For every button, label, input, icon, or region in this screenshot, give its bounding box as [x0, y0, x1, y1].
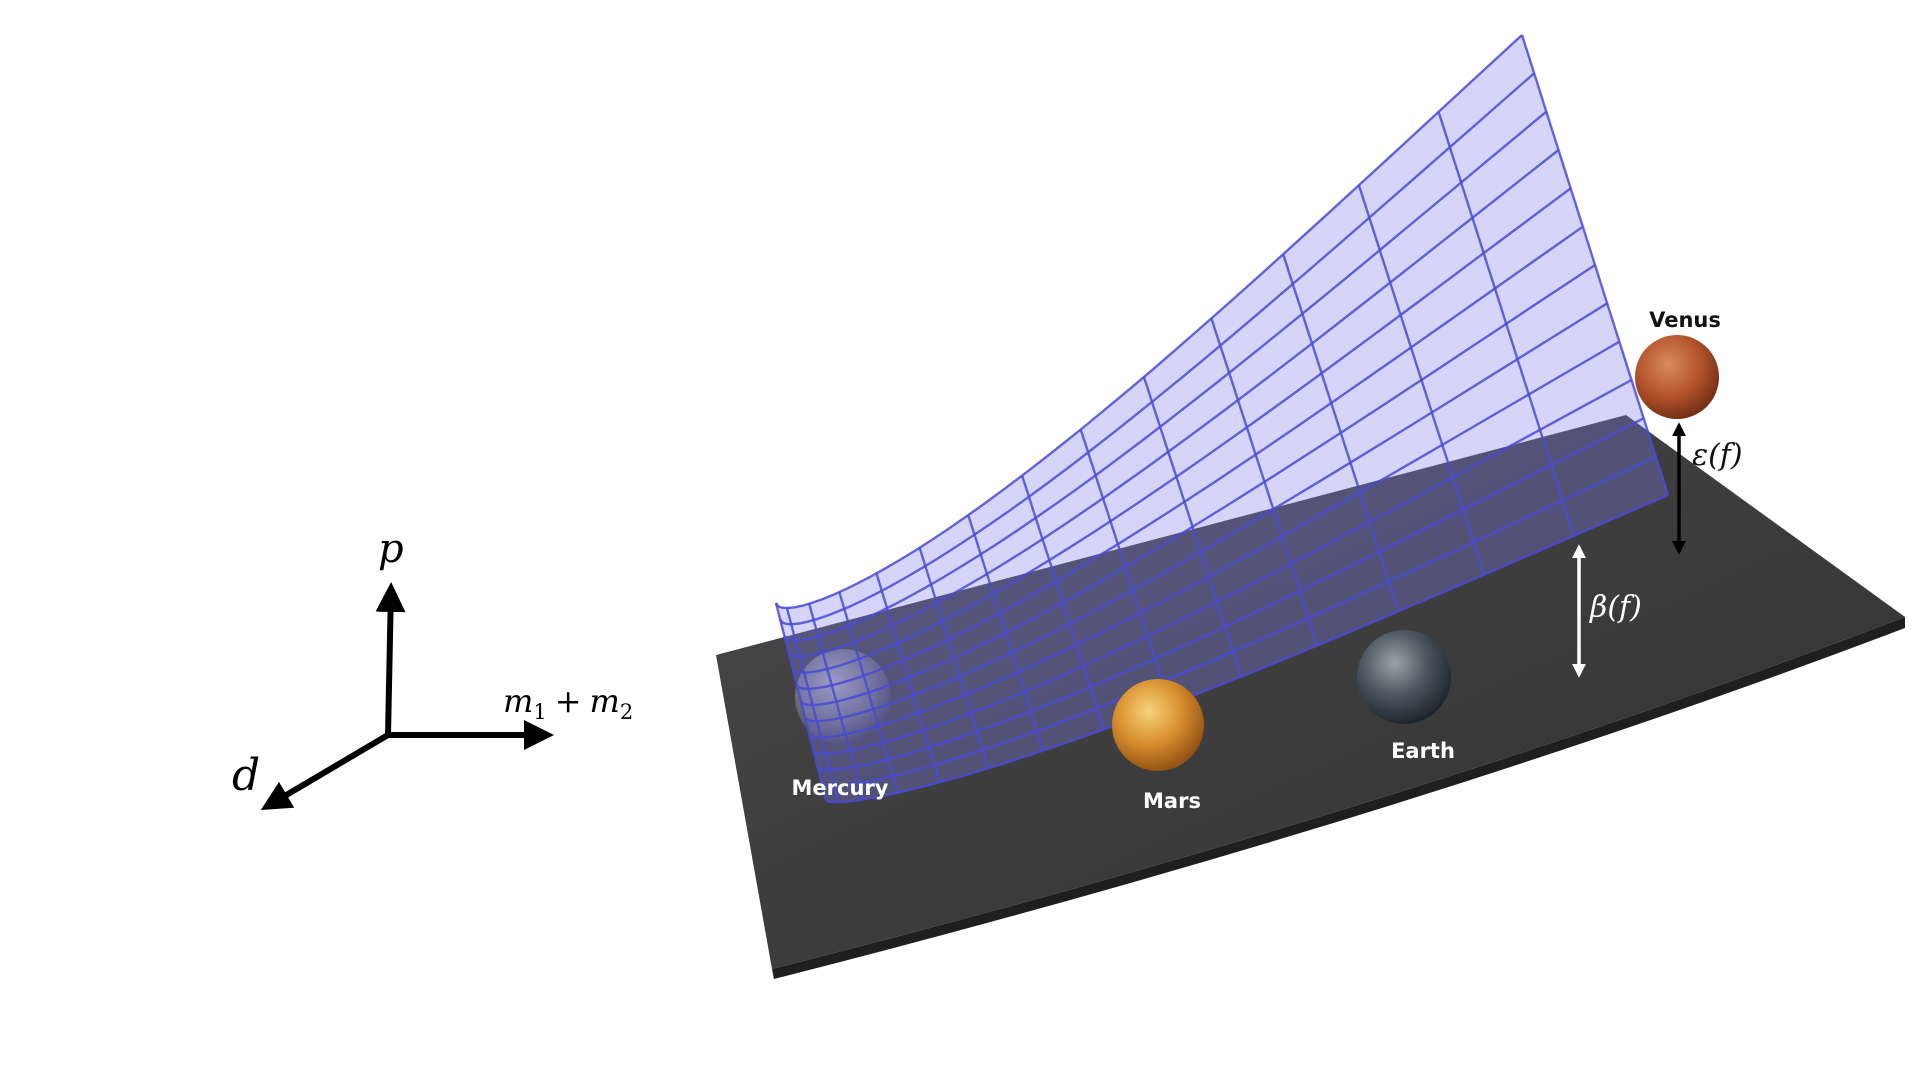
mars-label: Mars [1143, 789, 1201, 813]
mercury-label: Mercury [792, 776, 889, 800]
surface-grid-line [918, 547, 990, 769]
earth-sphere [1357, 630, 1451, 724]
beta-annotation: β(f) [1572, 544, 1642, 678]
mass-axis-sub2: 2 [620, 700, 633, 724]
venus-sphere [1635, 335, 1719, 419]
surface-grid-line [774, 602, 828, 801]
surface-grid-line [808, 603, 865, 800]
curved-surface [774, 34, 1670, 804]
beta-label: β(f) [1589, 590, 1642, 625]
surface-grid-line [1210, 318, 1319, 646]
venus-label: Venus [1649, 308, 1721, 332]
axes-triad: p m1 + m2 d [232, 526, 633, 811]
surface-grid-line [875, 573, 941, 783]
surface-grid-line [785, 607, 840, 803]
plane-surface [716, 415, 1905, 969]
planet-mars: Mars [1112, 679, 1204, 813]
surface-grid-line [1357, 184, 1486, 576]
surface-grid-line [1079, 429, 1172, 706]
mass-axis-m2: m [590, 682, 620, 720]
d-axis-arrow [260, 732, 390, 811]
epsilon-label: ε(f) [1692, 438, 1743, 473]
mass-axis-m1: m [503, 682, 533, 720]
surface-grid-line [1020, 475, 1105, 730]
mass-axis-label: m1 + m2 [503, 682, 633, 724]
surface-grid-line [838, 591, 899, 794]
mars-sphere [1112, 679, 1204, 771]
plane-edge [772, 617, 1905, 979]
p-axis-arrow [375, 582, 406, 736]
planet-earth: Earth [1357, 630, 1455, 763]
mass-axis-plus: + [555, 682, 582, 720]
epsilon-annotation: ε(f) [1672, 422, 1743, 555]
earth-label: Earth [1391, 739, 1455, 763]
mass-axis-sub1: 1 [533, 700, 546, 724]
planet-venus: Venus [1635, 308, 1721, 419]
surface-grid-line [1142, 376, 1243, 677]
ground-plane [716, 415, 1905, 979]
d-axis-label: d [232, 750, 260, 801]
surface-grid-line [1520, 34, 1670, 496]
surface-grid-line [1437, 111, 1576, 537]
surface-grid-line [967, 514, 1045, 751]
p-axis-label: p [378, 526, 404, 572]
surface-grid-line [1282, 253, 1400, 612]
